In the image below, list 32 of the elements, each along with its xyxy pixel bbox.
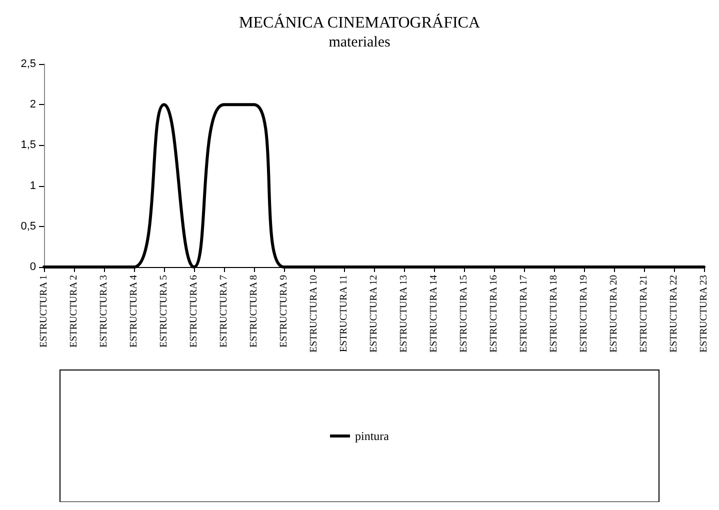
x-tick-label: ESTRUCTURA 23 <box>698 275 710 353</box>
x-tick-label: ESTRUCTURA 10 <box>308 275 320 353</box>
y-tick-label: 1,5 <box>20 139 36 152</box>
y-tick-label: 0 <box>30 261 36 273</box>
y-tick-label: 2,5 <box>20 58 36 70</box>
x-tick-label: ESTRUCTURA 19 <box>578 275 590 353</box>
x-tick-label: ESTRUCTURA 9 <box>278 275 290 348</box>
x-tick-label: ESTRUCTURA 5 <box>158 275 170 348</box>
x-tick-label: ESTRUCTURA 20 <box>608 275 620 353</box>
x-tick-label: ESTRUCTURA 13 <box>398 275 410 353</box>
x-tick-label: ESTRUCTURA 11 <box>338 275 350 352</box>
x-tick-label: ESTRUCTURA 3 <box>98 275 110 348</box>
x-tick-label: ESTRUCTURA 14 <box>428 275 440 353</box>
chart-title: MECÁNICA CINEMATOGRÁFICA <box>238 14 480 32</box>
chart-subtitle: materiales <box>328 34 390 50</box>
x-tick-label: ESTRUCTURA 1 <box>38 275 50 348</box>
y-tick-label: 0,5 <box>20 220 36 232</box>
x-tick-label: ESTRUCTURA 16 <box>488 275 500 353</box>
x-tick-label: ESTRUCTURA 18 <box>548 275 560 353</box>
x-tick-label: ESTRUCTURA 6 <box>188 275 200 348</box>
x-tick-label: ESTRUCTURA 8 <box>248 275 260 348</box>
x-tick-label: ESTRUCTURA 4 <box>128 275 140 348</box>
y-tick-label: 2 <box>30 98 36 111</box>
x-tick-label: ESTRUCTURA 7 <box>218 275 230 348</box>
legend-label: pintura <box>355 429 390 443</box>
x-tick-label: ESTRUCTURA 22 <box>668 275 680 353</box>
y-tick-label: 1 <box>30 180 36 192</box>
x-tick-label: ESTRUCTURA 2 <box>68 275 80 348</box>
x-tick-label: ESTRUCTURA 21 <box>638 275 650 353</box>
x-tick-label: ESTRUCTURA 12 <box>368 275 380 353</box>
x-tick-label: ESTRUCTURA 15 <box>458 275 470 353</box>
x-tick-label: ESTRUCTURA 17 <box>518 275 530 353</box>
